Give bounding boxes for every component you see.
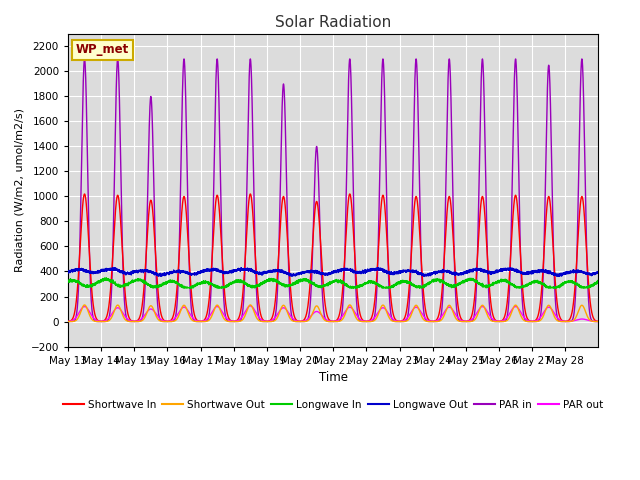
Y-axis label: Radiation (W/m2, umol/m2/s): Radiation (W/m2, umol/m2/s) xyxy=(15,108,25,272)
Legend: Shortwave In, Shortwave Out, Longwave In, Longwave Out, PAR in, PAR out: Shortwave In, Shortwave Out, Longwave In… xyxy=(59,396,608,414)
X-axis label: Time: Time xyxy=(319,371,348,384)
Text: WP_met: WP_met xyxy=(76,43,129,56)
Title: Solar Radiation: Solar Radiation xyxy=(275,15,391,30)
